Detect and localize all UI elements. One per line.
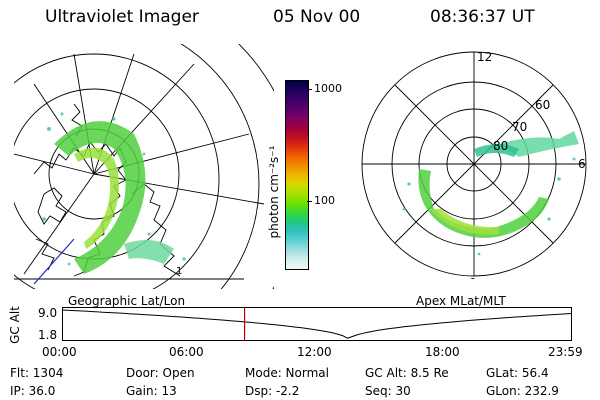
time-label: 08:36:37 UT (430, 7, 535, 27)
colorbar-tick (307, 89, 312, 90)
lat-circle (180, 44, 260, 289)
xtick-1200: 12:00 (297, 345, 332, 359)
info-flt: Flt: 1304 (10, 366, 64, 380)
map-marker-label: 1 (176, 266, 182, 277)
xtick-1800: 18:00 (425, 345, 460, 359)
xtick-2359: 23:59 (548, 345, 583, 359)
colorbar-tick-100: 100 (314, 194, 335, 207)
right-map-caption: Apex MLat/MLT (416, 294, 506, 308)
aurora-band (54, 121, 174, 274)
lat-circle (14, 53, 220, 289)
info-gc-alt: GC Alt: 8.5 Re (365, 366, 449, 380)
altitude-curve (62, 309, 572, 339)
lat-label-80: 80 (493, 139, 508, 153)
altitude-tick-high: 9.0 (38, 306, 58, 320)
info-dsp: Dsp: -2.2 (245, 384, 300, 398)
altitude-tick-low: 1.8 (38, 328, 58, 342)
xtick-0600: 06:00 (169, 345, 204, 359)
info-ip: IP: 36.0 (10, 384, 56, 398)
altitude-plot (62, 307, 572, 341)
colorbar-tick (307, 201, 312, 202)
mlt-label-0: 0 (469, 276, 477, 279)
xtick-0000: 00:00 (42, 345, 77, 359)
polar-mlt-map: 12 18 6 0 80 70 60 (361, 50, 587, 279)
info-seq: Seq: 30 (365, 384, 411, 398)
date-label: 05 Nov 00 (273, 7, 361, 27)
info-mode: Mode: Normal (245, 366, 329, 380)
color-scale-bar (285, 80, 309, 270)
colorbar-unit-label: photon cm⁻²s⁻¹ (267, 145, 281, 239)
geographic-map: 1 (14, 44, 274, 289)
info-glat: GLat: 56.4 (486, 366, 549, 380)
colorbar-tick-1000: 1000 (314, 82, 342, 95)
info-gain: Gain: 13 (126, 384, 177, 398)
info-door: Door: Open (126, 366, 195, 380)
left-map-caption: Geographic Lat/Lon (68, 294, 186, 308)
instrument-title: Ultraviolet Imager (45, 7, 199, 27)
auroral-oval (418, 131, 579, 238)
info-glon: GLon: 232.9 (486, 384, 559, 398)
mlt-label-6: 6 (578, 157, 586, 171)
lat-label-70: 70 (512, 120, 527, 134)
altitude-axis-label: GC Alt (8, 306, 22, 344)
mlt-label-12: 12 (477, 50, 492, 64)
lat-label-60: 60 (535, 98, 550, 112)
